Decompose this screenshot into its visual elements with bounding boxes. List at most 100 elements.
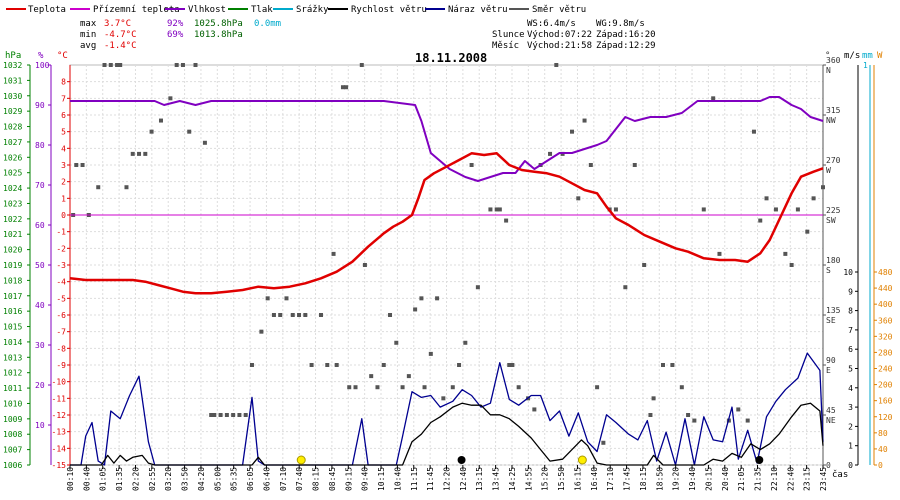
plot-axes: 00:10 00:40 01:05 01:35 02:20 02:55 03:20 03:50…	[3, 56, 893, 491]
wind-direction-point	[751, 129, 756, 134]
humidity-tick-label: 80	[35, 141, 45, 150]
stats-avg-temp: -1.4°C	[104, 41, 137, 51]
wind-direction-point	[340, 85, 345, 90]
humidity-tick-label: 20	[35, 381, 45, 390]
wind-direction-point	[435, 296, 440, 301]
direction-tick-label: 90	[826, 356, 836, 365]
wind-tick-label: 2	[848, 422, 853, 431]
humidity-tick-label: 40	[35, 301, 45, 310]
rain-tick-label: 1	[863, 61, 868, 70]
moon-set: Západ:12:29	[596, 41, 656, 51]
direction-tick-label: 0	[826, 461, 831, 470]
x-tick-label: 05:35	[230, 467, 239, 491]
wind-direction-point	[692, 418, 697, 423]
direction-tick-label: 135	[826, 306, 841, 315]
temp-tick-label: -13	[52, 428, 67, 437]
x-tick-label: 06:40	[262, 467, 271, 491]
wind-direction-point	[237, 413, 242, 417]
wind-direction-point	[158, 118, 163, 123]
wind-direction-point	[149, 129, 154, 134]
wind-direction-point	[344, 85, 349, 90]
pressure-tick-label: 1030	[3, 92, 22, 101]
wind-direction-point	[118, 63, 123, 67]
temp-tick-label: -4	[56, 278, 66, 287]
wind-tick-label: 9	[848, 287, 853, 296]
humidity-tick-label: 70	[35, 181, 45, 190]
temp-tick-label: 1	[61, 194, 66, 203]
pressure-tick-label: 1026	[3, 153, 22, 162]
humidity-tick-label: 100	[35, 61, 50, 70]
x-tick-label: 03:50	[181, 467, 190, 491]
wind-direction-point	[74, 163, 79, 167]
legend-label-humidity: Vlhkost	[188, 5, 226, 15]
wind-direction-point	[419, 296, 424, 301]
legend-label-gust: Náraz větru	[448, 5, 508, 15]
wind-direction-point	[325, 363, 330, 367]
x-tick-label: 01:35	[115, 467, 124, 491]
wind-direction-point	[422, 385, 427, 390]
wind-tick-label: 6	[848, 345, 853, 354]
wind-direction-point	[143, 151, 148, 156]
series-layer	[69, 96, 824, 466]
pressure-tick-label: 1019	[3, 261, 22, 270]
sun-event-sunset	[577, 455, 587, 465]
wind-direction-point	[588, 163, 593, 167]
legend-label-ground: Přízemní teplota	[93, 5, 180, 15]
pressure-tick-label: 1006	[3, 461, 22, 470]
solar-tick-label: 160	[878, 397, 893, 406]
wind-direction-point	[595, 385, 600, 390]
wind-direction-point	[623, 285, 628, 290]
x-tick-label: 08:45	[328, 467, 337, 491]
wind-direction-point	[758, 218, 763, 223]
wind-gust-info: WG:9.8m/s	[596, 19, 645, 29]
wind-tick-label: 0	[848, 461, 853, 470]
pressure-tick-label: 1022	[3, 215, 22, 224]
x-tick-label: 23:45	[819, 467, 828, 491]
wind-direction-point	[406, 374, 411, 379]
pressure-tick-label: 1015	[3, 323, 22, 332]
solar-tick-label: 360	[878, 316, 893, 325]
x-tick-label: 00:10	[66, 467, 75, 491]
wind-direction-point	[601, 440, 606, 445]
series-line-gust	[70, 352, 824, 466]
temp-tick-label: -1	[56, 228, 66, 237]
x-tick-label: 10:40	[393, 467, 402, 491]
wind-direction-point	[347, 385, 352, 390]
wind-direction-point	[400, 385, 405, 390]
x-tick-label: 16:15	[573, 467, 582, 491]
x-tick-label: 18:50	[655, 467, 664, 491]
wind-tick-label: 4	[848, 384, 853, 393]
wind-direction-point	[243, 413, 248, 417]
x-tick-label: 21:35	[754, 467, 763, 491]
temp-tick-label: -9	[56, 361, 66, 370]
stats-min-label: min	[80, 30, 96, 40]
direction-tick-compass: SE	[826, 316, 836, 325]
x-tick-label: 16:40	[590, 467, 599, 491]
temp-tick-label: -11	[52, 394, 67, 403]
pressure-tick-label: 1011	[3, 384, 22, 393]
temp-tick-label: 0	[61, 211, 66, 220]
x-tick-label: 21:05	[737, 467, 746, 491]
wind-direction-point	[660, 363, 665, 367]
wind-direction-point	[497, 207, 502, 212]
temp-tick-label: -15	[52, 461, 67, 470]
series-line-temp	[69, 152, 824, 295]
x-tick-label: 22:40	[786, 467, 795, 491]
wind-speed-info: WS:6.4m/s	[527, 19, 576, 29]
legend-label-pressure: Tlak	[251, 5, 273, 15]
stats-max-press: 1025.8hPa	[194, 19, 243, 29]
stats-min-temp: -4.7°C	[104, 30, 137, 40]
wind-direction-point	[648, 413, 653, 417]
solar-tick-label: 200	[878, 381, 893, 390]
pressure-tick-label: 1028	[3, 123, 22, 132]
direction-tick-compass: NE	[826, 416, 836, 425]
pressure-tick-label: 1023	[3, 199, 22, 208]
wind-direction-point	[450, 385, 455, 390]
pressure-tick-label: 1029	[3, 107, 22, 116]
wind-direction-point	[805, 229, 810, 234]
temp-tick-label: 8	[61, 78, 66, 87]
temp-tick-label: -10	[52, 378, 67, 387]
wind-direction-point	[168, 96, 173, 101]
pressure-tick-label: 1007	[3, 446, 22, 455]
wind-direction-point	[413, 307, 418, 312]
